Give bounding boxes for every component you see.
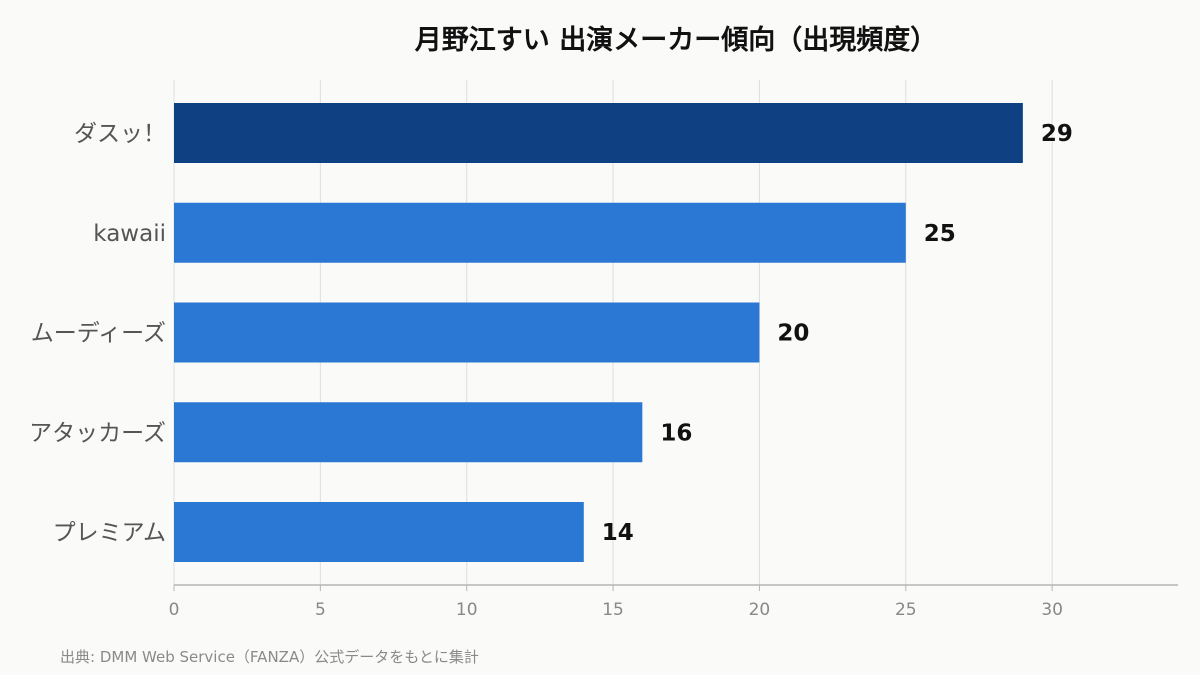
category-label: ダスッ！ xyxy=(74,121,166,147)
bar-2 xyxy=(174,302,760,363)
x-tick-label: 30 xyxy=(1041,600,1063,620)
value-label: 20 xyxy=(777,321,809,347)
value-label: 25 xyxy=(924,221,956,247)
category-label: プレミアム xyxy=(53,520,166,546)
label-layer: ダスッ！ 29 kawaii 25 ムーディーズ 20 アタッカーズ 16 プレミアム 14 xyxy=(29,121,1073,546)
chart-title: 月野江すい 出演メーカー傾向（出現頻度） xyxy=(414,25,938,56)
category-label: kawaii xyxy=(93,221,166,247)
x-tick-label: 10 xyxy=(456,600,478,620)
bar-4 xyxy=(174,502,584,562)
bar-0 xyxy=(174,103,1023,163)
value-label: 16 xyxy=(660,420,692,446)
bar-3 xyxy=(174,402,643,463)
x-tick-label: 15 xyxy=(602,600,624,620)
value-label: 29 xyxy=(1041,121,1073,147)
category-label: ムーディーズ xyxy=(31,321,166,347)
bar-layer xyxy=(174,103,1023,562)
x-tick-label: 0 xyxy=(169,600,180,620)
category-label: アタッカーズ xyxy=(29,420,166,446)
source-note: 出典: DMM Web Service（FANZA）公式データをもとに集計 xyxy=(60,648,479,666)
x-tick-label: 25 xyxy=(895,600,917,620)
x-tick-label: 5 xyxy=(315,600,326,620)
axis-layer: 0 5 10 15 20 25 30 xyxy=(169,584,1178,620)
bar-1 xyxy=(174,202,906,263)
x-tick-label: 20 xyxy=(749,600,771,620)
value-label: 14 xyxy=(602,520,634,546)
